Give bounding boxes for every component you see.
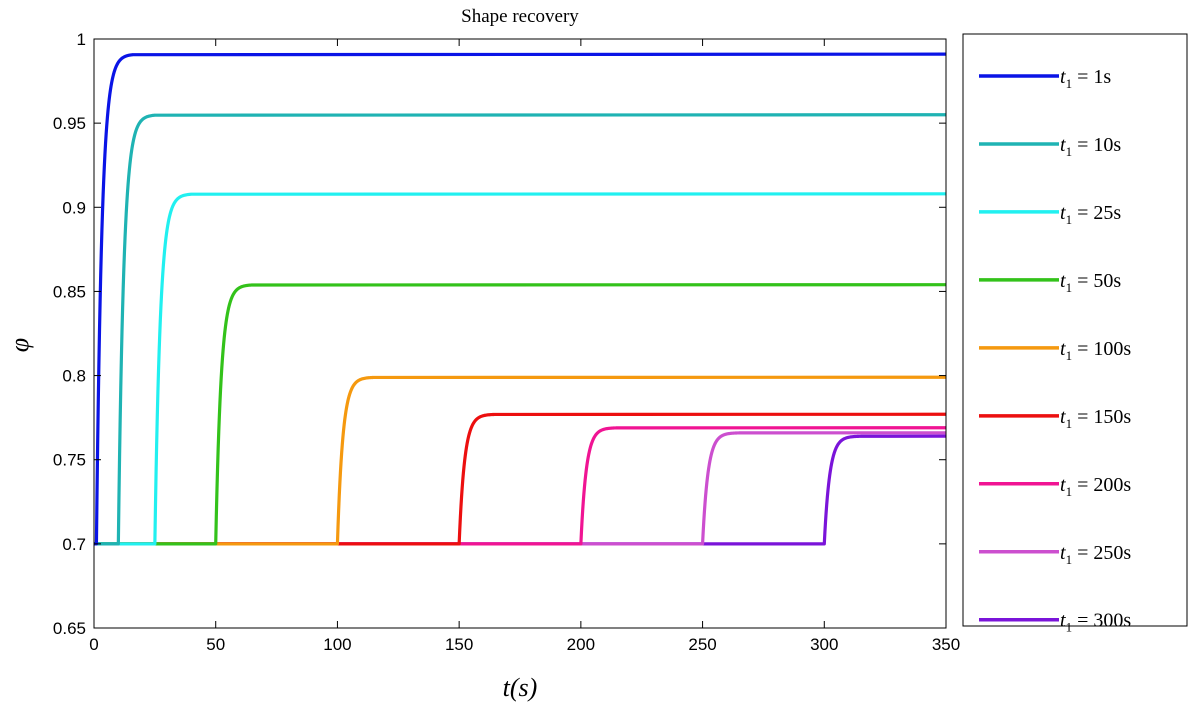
plot-frame [93,38,947,629]
x-tick-label: 100 [323,635,351,654]
axes-layer: 0 50 100 150 200 250 300 350 0.65 0.7 0.75 0.8 0.85 0… [53,30,960,654]
x-tick-label: 50 [206,635,225,654]
legend-label: t1 = 150s [1060,406,1131,431]
x-axis-label: t(s) [503,673,538,702]
y-tick-label: 0.85 [53,282,86,301]
series-layer [94,52,947,546]
series-line-50s [94,283,947,546]
y-tick-label: 0.65 [53,619,86,638]
legend-label: t1 = 100s [1060,338,1131,363]
x-tick-label: 200 [567,635,595,654]
legend-label: t1 = 50s [1060,270,1121,295]
legend-label: t1 = 25s [1060,202,1121,227]
series-line-1s [94,52,947,546]
y-tick-label: 1 [77,30,86,49]
x-tick-label: 300 [810,635,838,654]
x-tick-label: 0 [89,635,98,654]
legend: t1 = 1s t1 = 10s t1 = 25s t1 = 50s t1 = 100s… [962,33,1188,635]
legend-label: t1 = 300s [1060,610,1131,635]
x-tick-label: 250 [688,635,716,654]
series-line-250s [94,431,947,546]
y-tick-label: 0.7 [62,535,86,554]
series-line-10s [94,113,947,546]
y-tick-label: 0.8 [62,367,86,386]
legend-label: t1 = 200s [1060,474,1131,499]
y-axis-label: φ [5,338,34,352]
legend-box [962,33,1188,627]
chart-title: Shape recovery [461,6,579,27]
series-line-200s [94,426,947,546]
y-tick-label: 0.75 [53,451,86,470]
x-tick-label: 350 [932,635,960,654]
y-tick-label: 0.9 [62,198,86,217]
series-line-300s [94,434,947,546]
series-line-100s [94,375,947,546]
legend-label: t1 = 1s [1060,66,1111,91]
series-line-25s [94,192,947,546]
x-tick-label: 150 [445,635,473,654]
legend-label: t1 = 250s [1060,542,1131,567]
y-tick-label: 0.95 [53,114,86,133]
series-line-150s [94,412,947,546]
legend-label: t1 = 10s [1060,134,1121,159]
